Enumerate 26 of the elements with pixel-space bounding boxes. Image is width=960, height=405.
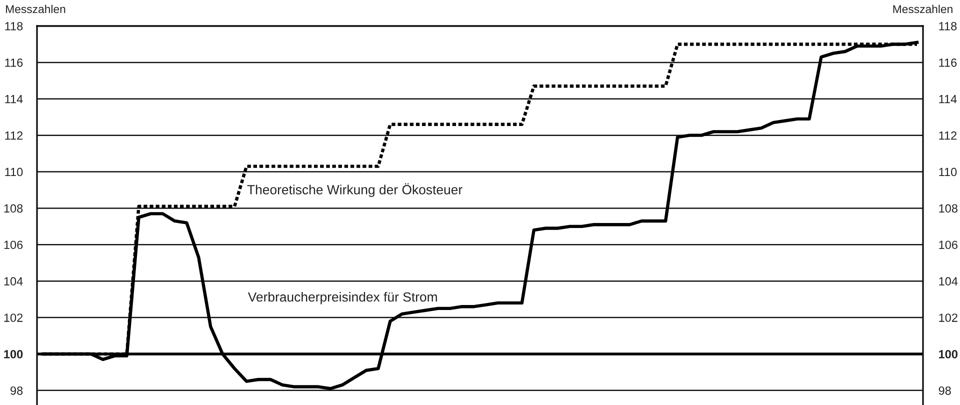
- y-tick-label: 110: [5, 168, 23, 176]
- y2-tick-label: 100: [939, 350, 958, 358]
- y2-tick-label: 104: [939, 277, 958, 286]
- y-axis-title: Messzahlen: [6, 4, 66, 14]
- y2-tick-label: 112: [939, 131, 957, 140]
- y-tick-label: 100: [4, 350, 23, 358]
- y2-tick-label: 118: [939, 22, 957, 30]
- series-label: Verbraucherpreisindex für Strom: [248, 292, 437, 304]
- y-tick-label: 112: [5, 131, 23, 140]
- y2-tick-label: 106: [939, 240, 958, 250]
- y-tick-label: 116: [5, 58, 23, 67]
- y-tick-label: 106: [4, 240, 23, 250]
- y-tick-label: 118: [5, 22, 23, 30]
- y-tick-label: 102: [4, 314, 23, 322]
- y-tick-label: 104: [4, 277, 23, 286]
- y2-tick-label: 102: [939, 314, 958, 322]
- y2-tick-label: 114: [939, 95, 957, 104]
- y-tick-label: 98: [10, 386, 23, 395]
- y2-tick-label: 108: [939, 204, 958, 213]
- y-tick-label: 108: [4, 204, 23, 213]
- y2-tick-label: 116: [939, 58, 957, 67]
- series-label: Theoretische Wirkung der Ökosteuer: [247, 183, 462, 197]
- y-tick-label: 114: [5, 95, 23, 104]
- y2-tick-label: 98: [938, 386, 951, 395]
- y2-axis-title: Messzahlen: [893, 4, 952, 14]
- y2-tick-label: 110: [939, 168, 957, 176]
